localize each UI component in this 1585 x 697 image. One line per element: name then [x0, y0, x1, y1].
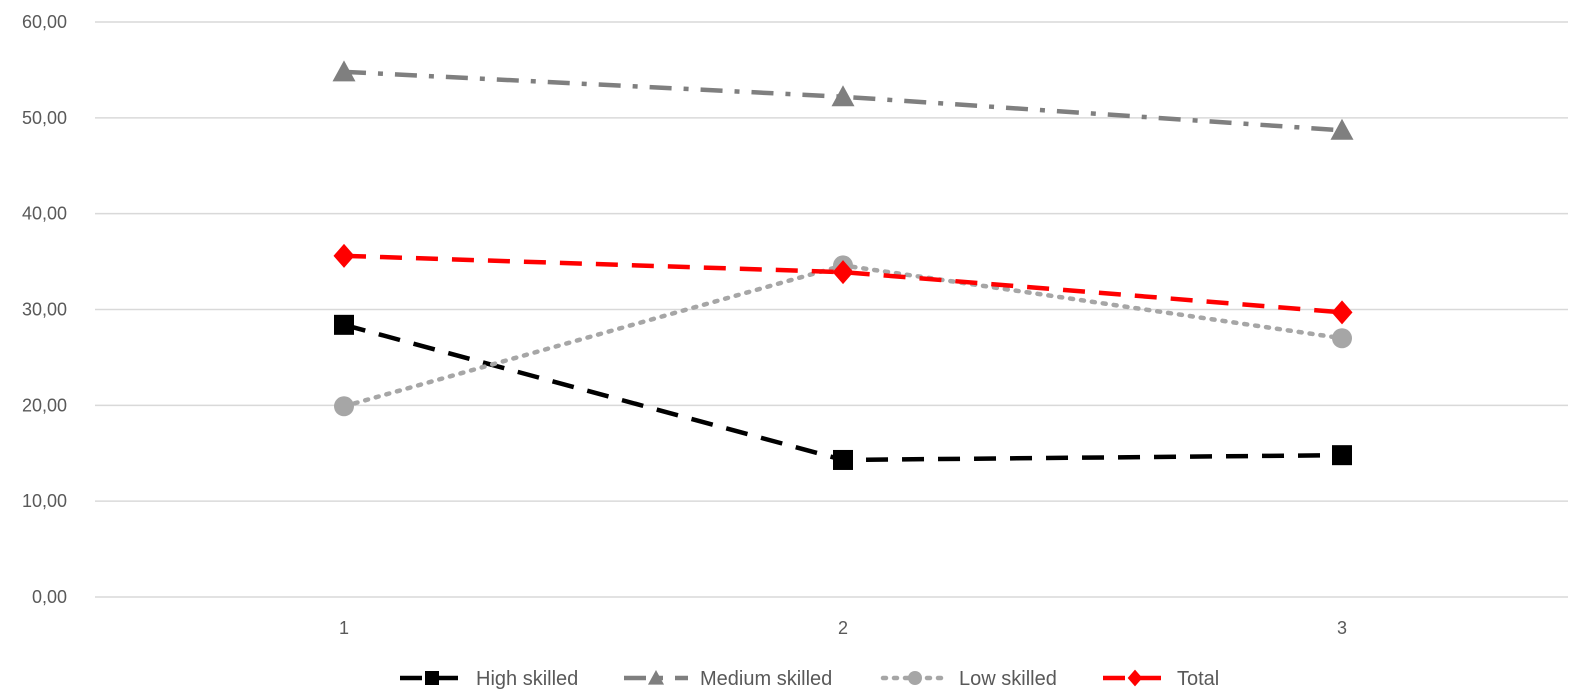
x-tick-label: 3 [1337, 618, 1347, 638]
series-medium-skilled [332, 60, 1354, 140]
x-tick-label: 1 [339, 618, 349, 638]
x-axis-ticks: 1 2 3 [339, 618, 1347, 638]
y-tick-label: 30,00 [22, 300, 67, 320]
legend-marker [647, 669, 665, 685]
legend-item: Low skilled [880, 668, 1057, 690]
legend-label: High skilled [476, 668, 578, 690]
series-lines [332, 60, 1354, 470]
legend-label: Low skilled [959, 668, 1057, 690]
legend-item: Medium skilled [624, 668, 832, 690]
data-point [1331, 300, 1353, 325]
series-line [343, 253, 1343, 315]
y-tick-label: 20,00 [22, 395, 67, 415]
legend-label: Medium skilled [700, 668, 832, 690]
y-tick-label: 0,00 [32, 587, 67, 607]
data-point [334, 314, 354, 335]
legend-marker [908, 671, 922, 685]
series-line [343, 69, 1343, 133]
series-line [343, 322, 1343, 463]
data-point [334, 396, 354, 417]
legend-item: High skilled [400, 668, 578, 690]
x-tick-label: 2 [838, 618, 848, 638]
y-axis-ticks: 0,00 10,00 20,00 30,00 40,00 50,00 60,00 [22, 12, 67, 607]
data-point [831, 85, 855, 107]
legend-item: Total [1103, 668, 1219, 690]
data-point [1330, 118, 1354, 140]
y-tick-label: 50,00 [22, 108, 67, 128]
legend: High skilled Medium skilled Low skilled Tot… [400, 668, 1219, 690]
data-point [333, 243, 355, 268]
legend-label: Total [1177, 668, 1219, 690]
data-point [332, 60, 356, 82]
y-tick-label: 40,00 [22, 204, 67, 224]
data-point [1332, 328, 1352, 349]
data-point [1332, 445, 1352, 466]
series-high-skilled [334, 314, 1352, 470]
data-point [832, 260, 854, 285]
y-tick-label: 60,00 [22, 12, 67, 32]
series-total [333, 243, 1353, 325]
legend-marker [1127, 669, 1143, 687]
series-line [341, 263, 1345, 409]
legend-marker [425, 671, 439, 685]
y-tick-label: 10,00 [22, 491, 67, 511]
data-point [833, 449, 853, 470]
